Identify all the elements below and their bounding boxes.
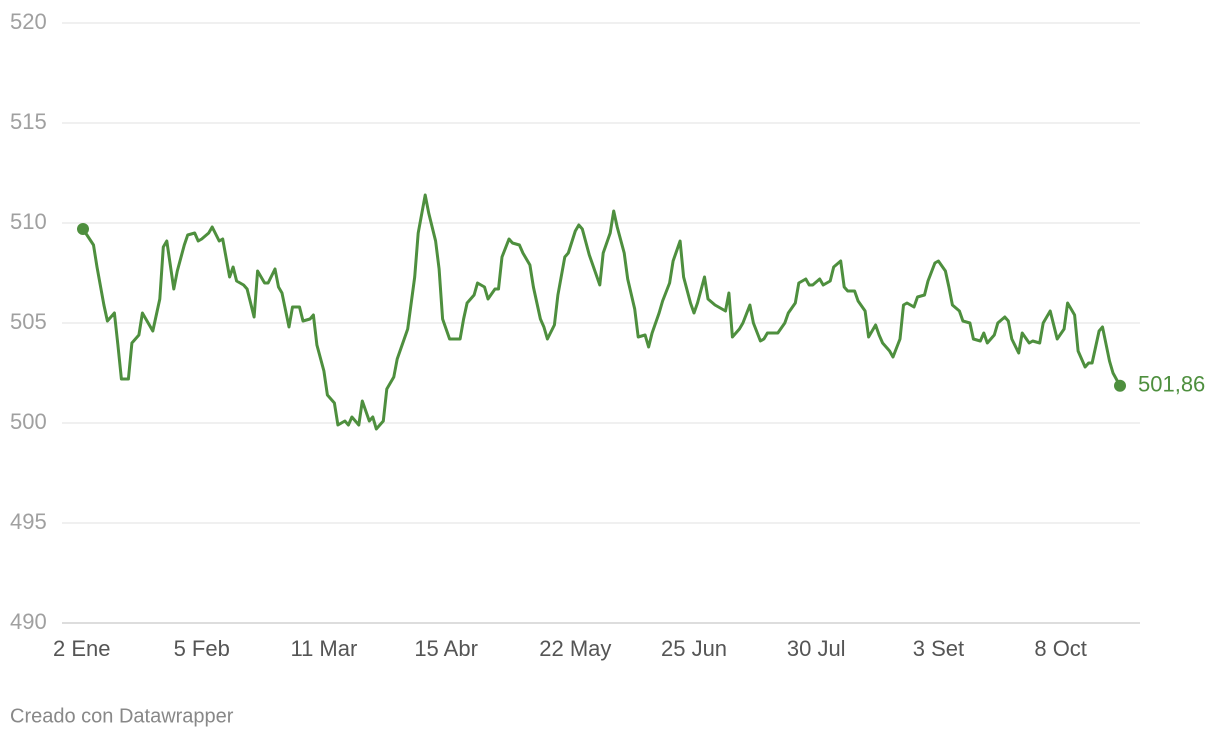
y-tick-label: 490	[10, 609, 47, 634]
x-tick-label: 8 Oct	[1034, 636, 1087, 661]
x-tick-label: 15 Abr	[414, 636, 478, 661]
x-tick-label: 2 Ene	[53, 636, 111, 661]
x-tick-label: 3 Set	[913, 636, 964, 661]
y-tick-label: 515	[10, 109, 47, 134]
y-tick-label: 495	[10, 509, 47, 534]
value-label: 501,86	[1138, 372, 1205, 397]
x-tick-label: 5 Feb	[174, 636, 230, 661]
x-tick-label: 30 Jul	[787, 636, 846, 661]
line	[81, 193, 1122, 431]
y-tick-label: 510	[10, 209, 47, 234]
x-tick-label: 22 May	[539, 636, 611, 661]
credit: Creado con Datawrapper	[10, 705, 234, 727]
y-tick-label: 500	[10, 409, 47, 434]
y-tick-label: 520	[10, 9, 47, 34]
y-tick-label: 505	[10, 309, 47, 334]
x-tick-label: 11 Mar	[290, 636, 357, 661]
end-dot	[1114, 379, 1126, 392]
end-dot	[77, 223, 89, 235]
x-tick-label: 25 Jun	[661, 636, 727, 661]
